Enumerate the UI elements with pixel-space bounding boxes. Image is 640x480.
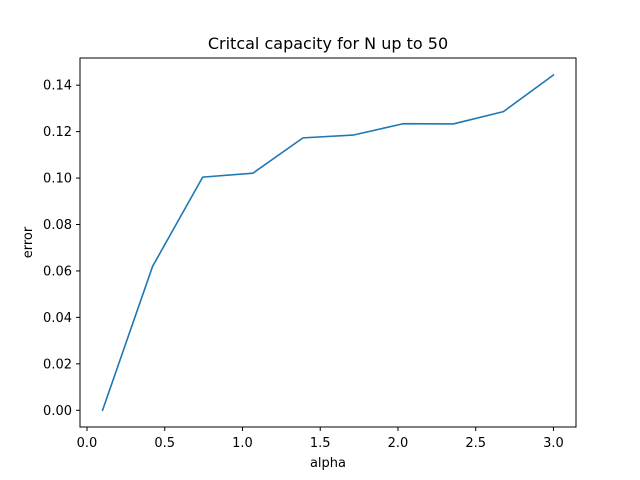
chart-title: Critcal capacity for N up to 50 xyxy=(208,34,448,53)
y-tick-label: 0.00 xyxy=(43,404,72,419)
x-tick-label: 2.5 xyxy=(465,436,486,451)
y-tick-label: 0.04 xyxy=(43,311,72,326)
x-tick-label: 0.5 xyxy=(154,436,175,451)
x-axis-label: alpha xyxy=(310,456,346,471)
plot-frame xyxy=(79,57,577,428)
x-tick-label: 1.5 xyxy=(310,436,331,451)
y-tick-label: 0.12 xyxy=(43,125,72,140)
x-tick-label: 0.0 xyxy=(77,436,98,451)
x-tick-label: 3.0 xyxy=(543,436,564,451)
y-tick-label: 0.08 xyxy=(43,218,72,233)
y-tick-label: 0.14 xyxy=(43,79,72,94)
x-tick-label: 2.0 xyxy=(388,436,409,451)
series-line xyxy=(101,73,555,412)
y-axis-label: error xyxy=(21,226,36,258)
y-tick-label: 0.02 xyxy=(43,357,72,372)
y-axis: 0.00 0.02 0.04 0.06 0.08 0.10 0.12 0.14 xyxy=(43,79,80,419)
y-tick-label: 0.10 xyxy=(43,172,72,187)
x-axis: 0.0 0.5 1.0 1.5 2.0 2.5 3.0 xyxy=(77,427,564,451)
y-tick-label: 0.06 xyxy=(43,264,72,279)
x-tick-label: 1.0 xyxy=(232,436,253,451)
plot-area xyxy=(101,73,555,412)
